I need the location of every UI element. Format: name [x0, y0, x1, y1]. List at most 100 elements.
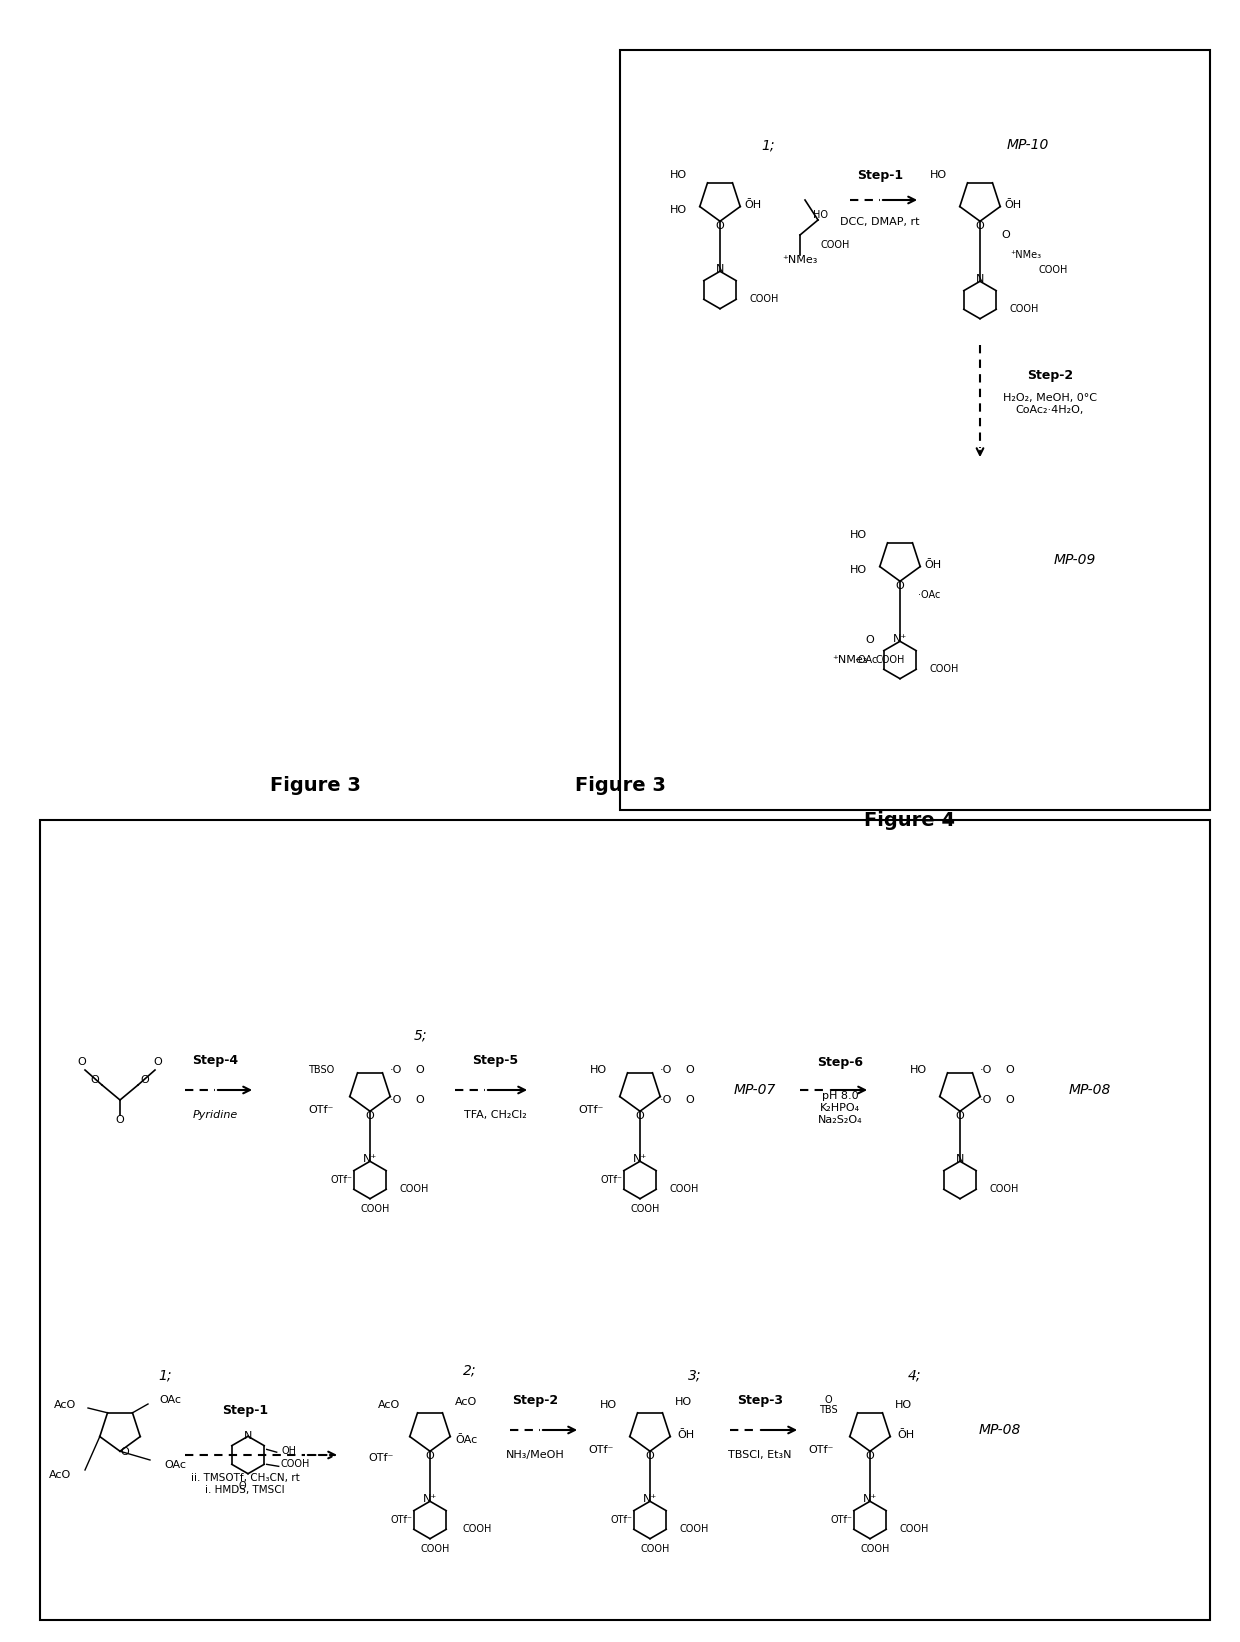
- Text: ·O: ·O: [391, 1095, 403, 1105]
- Text: Figure 3: Figure 3: [574, 775, 666, 795]
- Text: Step-3: Step-3: [737, 1394, 782, 1407]
- Text: ·O: ·O: [660, 1066, 672, 1076]
- Text: COOH: COOH: [821, 240, 849, 250]
- Text: Step-5: Step-5: [472, 1054, 518, 1067]
- Text: MP-08: MP-08: [978, 1424, 1022, 1437]
- Text: OTf⁻: OTf⁻: [308, 1105, 334, 1115]
- Text: OAc: OAc: [159, 1396, 181, 1406]
- Bar: [620, 49, 1210, 810]
- Text: HO: HO: [670, 205, 687, 215]
- Text: O: O: [866, 1452, 874, 1461]
- Text: OTf⁻: OTf⁻: [330, 1176, 352, 1186]
- Text: ŌH: ŌH: [898, 1430, 915, 1440]
- Text: O: O: [115, 1115, 124, 1125]
- Text: AcO: AcO: [378, 1401, 399, 1410]
- Text: HO: HO: [812, 210, 827, 220]
- Text: 1;: 1;: [159, 1368, 172, 1383]
- Text: Pyridine: Pyridine: [192, 1110, 238, 1120]
- Text: HO: HO: [930, 171, 947, 181]
- Text: H₂O₂, MeOH, 0°C: H₂O₂, MeOH, 0°C: [1003, 392, 1097, 402]
- Text: N: N: [976, 274, 985, 284]
- Text: OH: OH: [281, 1447, 296, 1456]
- Text: O: O: [684, 1066, 693, 1076]
- Text: i. HMDS, TMSCl: i. HMDS, TMSCl: [205, 1484, 285, 1494]
- Text: OTf⁻: OTf⁻: [578, 1105, 604, 1115]
- Text: pH 8.0: pH 8.0: [822, 1090, 858, 1102]
- Text: MP-09: MP-09: [1054, 553, 1096, 566]
- Text: HO: HO: [590, 1066, 608, 1076]
- Text: COOH: COOH: [420, 1543, 450, 1553]
- Text: ŌH: ŌH: [678, 1430, 694, 1440]
- Text: N: N: [956, 1154, 965, 1164]
- Text: ⁺NMe₃: ⁺NMe₃: [1011, 250, 1042, 259]
- Text: ·O: ·O: [980, 1095, 992, 1105]
- Bar: [40, 819, 1210, 1621]
- Text: ŌAc: ŌAc: [455, 1435, 477, 1445]
- Text: Na₂S₂O₄: Na₂S₂O₄: [817, 1115, 862, 1125]
- Text: OTf⁻: OTf⁻: [600, 1176, 622, 1186]
- Text: HO: HO: [675, 1397, 692, 1407]
- Text: Figure 3: Figure 3: [269, 775, 361, 795]
- Text: ⁺NMe₃: ⁺NMe₃: [782, 255, 817, 264]
- Text: COOH: COOH: [280, 1460, 310, 1470]
- Text: HO: HO: [851, 565, 867, 575]
- Text: COOH: COOH: [680, 1524, 708, 1534]
- Text: NH₃/MeOH: NH₃/MeOH: [506, 1450, 564, 1460]
- Text: HO: HO: [895, 1401, 911, 1410]
- Text: 1;: 1;: [761, 138, 775, 153]
- Text: ŌH: ŌH: [925, 560, 942, 570]
- Text: OTf⁻: OTf⁻: [368, 1453, 393, 1463]
- Text: Step-1: Step-1: [857, 169, 903, 182]
- Text: O: O: [976, 222, 985, 232]
- Text: Figure 4: Figure 4: [864, 811, 956, 829]
- Text: COOH: COOH: [361, 1204, 389, 1213]
- Text: K₂HPO₄: K₂HPO₄: [820, 1103, 861, 1113]
- Text: N⁺: N⁺: [363, 1154, 377, 1164]
- Text: O: O: [415, 1066, 424, 1076]
- Text: COOH: COOH: [899, 1524, 929, 1534]
- Text: COOH: COOH: [749, 294, 779, 304]
- Text: TBSCl, Et₃N: TBSCl, Et₃N: [728, 1450, 792, 1460]
- Text: COOH: COOH: [990, 1184, 1018, 1194]
- Text: Step-4: Step-4: [192, 1054, 238, 1067]
- Text: COOH: COOH: [640, 1543, 670, 1553]
- Text: Step-2: Step-2: [512, 1394, 558, 1407]
- Text: N: N: [715, 264, 724, 274]
- Text: HO: HO: [910, 1066, 928, 1076]
- Text: O: O: [238, 1481, 247, 1491]
- Text: HO: HO: [600, 1401, 618, 1410]
- Text: O: O: [1004, 1066, 1013, 1076]
- Text: O: O: [91, 1076, 99, 1085]
- Text: N⁺: N⁺: [642, 1494, 657, 1504]
- Text: Step-2: Step-2: [1027, 368, 1073, 381]
- Text: O: O: [825, 1396, 832, 1406]
- Text: OTf⁻: OTf⁻: [610, 1516, 632, 1525]
- Text: TFA, CH₂Cl₂: TFA, CH₂Cl₂: [464, 1110, 526, 1120]
- Text: ŌH: ŌH: [745, 200, 761, 210]
- Text: ·O: ·O: [660, 1095, 672, 1105]
- Text: MP-08: MP-08: [1069, 1084, 1111, 1097]
- Text: N⁺: N⁺: [423, 1494, 438, 1504]
- Text: O: O: [120, 1447, 129, 1456]
- Text: ·OAc: ·OAc: [918, 589, 940, 599]
- Text: ·O: ·O: [391, 1066, 403, 1076]
- Text: COOH: COOH: [929, 665, 959, 675]
- Text: COOH: COOH: [399, 1184, 428, 1194]
- Text: 5;: 5;: [413, 1028, 427, 1043]
- Text: 2;: 2;: [464, 1363, 476, 1378]
- Text: DCC, DMAP, rt: DCC, DMAP, rt: [841, 217, 920, 227]
- Text: O: O: [895, 581, 904, 591]
- Text: OTf⁻: OTf⁻: [831, 1516, 852, 1525]
- Text: COOH: COOH: [875, 655, 905, 665]
- Text: ŌH: ŌH: [1004, 200, 1022, 210]
- Text: TBSO: TBSO: [308, 1066, 334, 1076]
- Text: OAc: OAc: [164, 1460, 186, 1470]
- Text: O: O: [425, 1452, 434, 1461]
- Text: O: O: [1002, 230, 1011, 240]
- Text: O: O: [715, 222, 724, 232]
- Text: COOH: COOH: [630, 1204, 660, 1213]
- Text: Step-6: Step-6: [817, 1056, 863, 1069]
- Text: O: O: [646, 1452, 655, 1461]
- Text: AcO: AcO: [53, 1401, 76, 1410]
- Text: 3;: 3;: [688, 1368, 702, 1383]
